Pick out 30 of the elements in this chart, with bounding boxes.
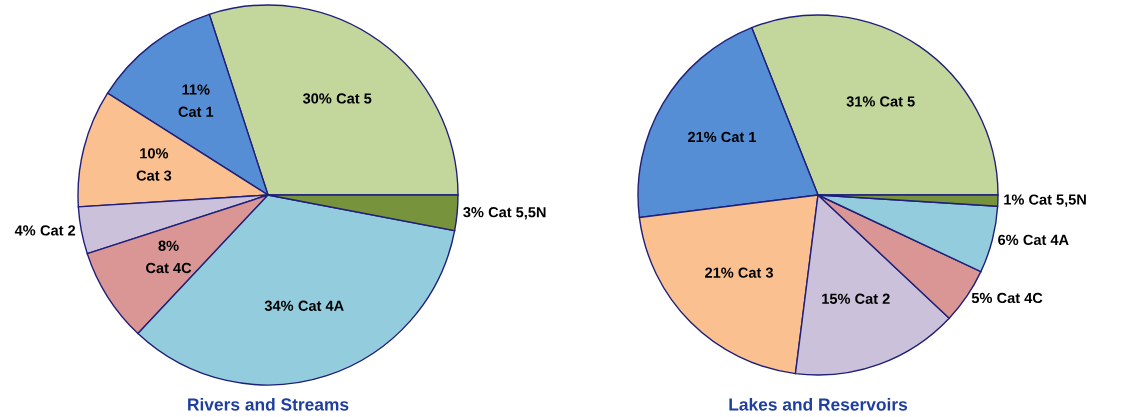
data-label: 34% <box>264 300 294 311</box>
slice-label: Cat 5,5N <box>488 207 546 220</box>
data-label: 5% <box>971 292 993 304</box>
slice-label: Cat 3 <box>136 170 172 181</box>
data-label: 3% <box>463 207 484 218</box>
text: Rivers and Streams <box>188 397 349 411</box>
slice-label: Cat 3 <box>738 267 773 278</box>
data-label: 11% <box>182 84 210 95</box>
data-label: 31% <box>846 96 876 107</box>
slice-label: Cat 1 <box>721 131 757 143</box>
data-label: 8% <box>158 240 179 251</box>
slice-label: Cat 5,5N <box>1029 194 1086 207</box>
data-label: 21% <box>687 131 717 143</box>
slice-label: Cat 4C <box>146 262 192 274</box>
slice-label: Cat 5 <box>336 93 372 104</box>
slice-label: Cat 5 <box>880 96 915 107</box>
data-label: 6% <box>998 234 1019 246</box>
slice-label: Cat 4A <box>1023 234 1069 246</box>
data-label: 1% <box>1004 194 1024 205</box>
slice-label: Cat 4A <box>298 300 344 311</box>
data-label: 30% <box>302 93 332 104</box>
slice-label: Cat 4C <box>997 292 1043 304</box>
slice-label: Cat 1 <box>178 106 214 117</box>
data-label: 15% <box>822 293 851 304</box>
data-label: 21% <box>705 267 734 278</box>
data-label: 4% <box>14 225 36 236</box>
slice-label: Cat 2 <box>855 293 890 304</box>
slice-label: Cat 2 <box>40 225 76 236</box>
data-label: 10% <box>140 148 169 159</box>
text: Lakes and Reservoirs <box>729 397 908 411</box>
